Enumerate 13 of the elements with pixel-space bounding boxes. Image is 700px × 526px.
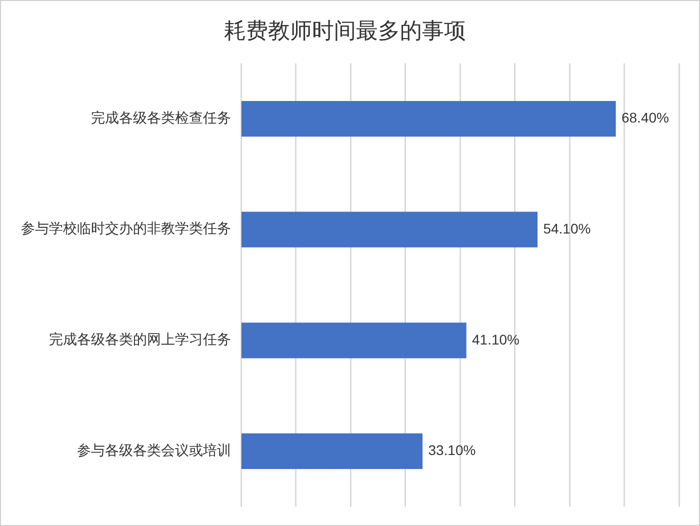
y-tick-label: 完成各级各类的网上学习任务 [49, 332, 231, 348]
bar [241, 212, 538, 248]
data-label: 54.10% [543, 220, 591, 236]
bar [241, 433, 423, 470]
data-label: 33.10% [428, 442, 476, 458]
bar [241, 322, 466, 358]
y-tick-label: 完成各级各类检查任务 [91, 110, 231, 126]
data-label: 68.40% [621, 110, 669, 126]
data-label: 41.10% [472, 331, 520, 348]
y-tick-label: 参与各级各类会议或培训 [77, 442, 231, 459]
y-tick-label: 参与学校临时交办的非教学类任务 [21, 221, 231, 238]
chart-title: 耗费教师时间最多的事项 [224, 18, 466, 44]
bar [241, 100, 616, 137]
